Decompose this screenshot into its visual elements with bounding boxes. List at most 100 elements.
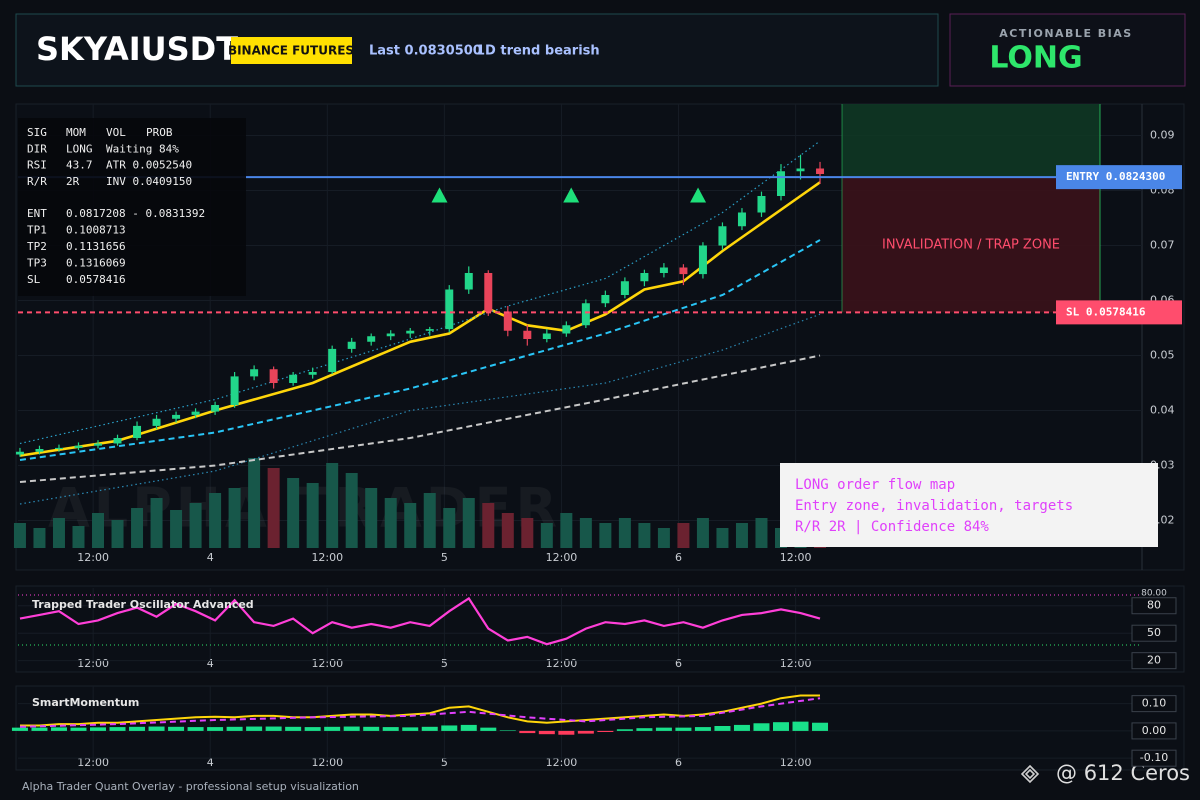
level-tag <box>1056 300 1182 325</box>
level-cell: 0.1316069 <box>66 257 126 270</box>
badge: BINANCE FUTURES <box>228 44 354 58</box>
candle-body <box>133 425 142 438</box>
candle-body <box>445 289 454 330</box>
momentum-bar <box>246 726 263 731</box>
volume-bar <box>677 523 690 548</box>
momentum-bar <box>402 727 419 731</box>
indicator-line <box>19 239 821 461</box>
info-cell: VOL <box>106 126 126 139</box>
y-tick-label: 0.05 <box>1150 349 1175 362</box>
x-tick-label: 5 <box>441 657 448 670</box>
x-tick-label: 6 <box>675 756 682 769</box>
x-tick-label: 12:00 <box>311 756 343 769</box>
x-tick-label: 4 <box>207 756 214 769</box>
momentum-bar <box>480 727 497 731</box>
indicator-line <box>19 354 821 483</box>
volume-bar <box>599 523 612 548</box>
candle-body <box>211 405 220 412</box>
momentum-bar <box>148 726 165 731</box>
info-cell: R/R <box>27 175 47 188</box>
candle-body <box>74 445 83 448</box>
level-cell: 0.0578416 <box>66 273 126 286</box>
level-cell: 0.0817208 - 0.0831392 <box>66 207 205 220</box>
trap-zone <box>842 177 1100 313</box>
candle-body <box>152 418 161 426</box>
bias-box <box>949 13 1186 87</box>
y-tick-label: 80 <box>1147 599 1161 612</box>
volume-bar <box>111 520 124 548</box>
candle-body <box>464 273 473 290</box>
candle-body <box>250 369 259 377</box>
x-tick-label: 12:00 <box>780 756 812 769</box>
info-cell: MOM <box>66 126 86 139</box>
candle-body <box>679 267 688 275</box>
candle-body <box>542 333 551 339</box>
candle-body <box>308 372 317 375</box>
momentum-bar <box>772 722 789 731</box>
y-tick-box <box>1131 597 1177 615</box>
candle-body <box>601 295 610 304</box>
entry-zone <box>842 104 1100 178</box>
y-tick-label: 20 <box>1147 654 1161 667</box>
note-line: LONG order flow map <box>795 477 955 493</box>
x-tick-label: 12:00 <box>546 657 578 670</box>
candle-body <box>523 330 532 339</box>
y-tick-label: 0.04 <box>1150 404 1175 417</box>
volume-bar <box>521 518 534 548</box>
volume-bar <box>384 498 397 548</box>
momentum-bar <box>421 726 438 731</box>
candle-body <box>659 267 668 273</box>
y-tick-label: 0.07 <box>1150 239 1175 252</box>
bias-label: ACTIONABLE BIAS <box>999 27 1132 40</box>
candle-body <box>328 348 337 372</box>
x-tick-label: 12:00 <box>546 551 578 564</box>
x-tick-label: 12:00 <box>77 756 109 769</box>
candle-body <box>581 303 590 326</box>
x-tick-label: 6 <box>675 551 682 564</box>
momentum-line <box>19 697 821 728</box>
momentum-bar <box>70 727 87 731</box>
volume-bar <box>189 503 202 548</box>
level-cell: SL <box>27 273 41 286</box>
y-tick-box <box>1131 624 1177 642</box>
momentum-bar <box>616 729 633 731</box>
x-tick-label: 4 <box>207 551 214 564</box>
volume-bar <box>716 528 729 548</box>
volume-bar <box>345 473 358 548</box>
y-tick-label: 0.09 <box>1150 129 1175 142</box>
momentum-bar <box>655 727 672 731</box>
x-tick-label: 12:00 <box>546 756 578 769</box>
momentum-bar <box>499 730 516 731</box>
volume-bar <box>150 498 163 548</box>
volume-bar <box>92 513 105 548</box>
y-tick-box <box>1131 695 1177 713</box>
signal-arrow <box>563 187 580 203</box>
volume-bar <box>443 508 456 548</box>
volume-bar <box>482 503 495 548</box>
momentum-bar <box>90 727 107 731</box>
volume-bar <box>638 523 651 548</box>
info-cell: RSI <box>27 159 47 172</box>
x-tick-label: 12:00 <box>780 657 812 670</box>
volume-bar <box>209 493 222 548</box>
momentum-line <box>20 694 820 727</box>
momentum-bar <box>636 728 653 731</box>
info-cell: ATR 0.0052540 <box>106 159 192 172</box>
volume-bar <box>228 488 241 548</box>
momentum-bar <box>109 727 126 731</box>
momentum-bar <box>343 726 360 731</box>
volume-bar <box>755 518 768 548</box>
level-cell: 0.1131656 <box>66 240 126 253</box>
level-label: SL 0.0578416 <box>1066 305 1146 318</box>
volume-bar <box>33 528 46 548</box>
level-label: ENTRY 0.0824300 <box>1066 170 1165 183</box>
volume-bar <box>501 513 514 548</box>
volume-bar <box>170 510 183 548</box>
y-tick-box <box>1131 652 1177 670</box>
symbol: SKYAIUSDT <box>36 30 238 68</box>
volume-bar <box>657 528 670 548</box>
momentum-bar <box>460 724 477 731</box>
signal-arrow <box>431 187 448 203</box>
momentum-bar <box>812 722 829 731</box>
